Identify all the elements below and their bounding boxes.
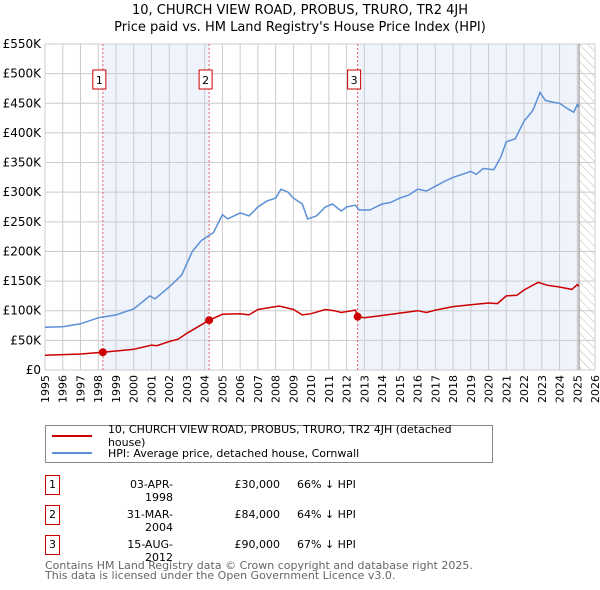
sale-price: £84,000 — [234, 508, 281, 521]
sale-price: £90,000 — [234, 538, 281, 551]
x-tick-label: 2021 — [500, 375, 513, 403]
x-tick-label: 1995 — [39, 375, 52, 403]
sale-point — [98, 348, 107, 357]
x-tick-label: 2022 — [518, 375, 531, 403]
sale-marker-badge: 2 — [45, 505, 60, 525]
x-tick-label: 2009 — [287, 375, 300, 403]
x-tick-label: 2016 — [412, 375, 425, 403]
sale-hpi-diff: 64% ↓ HPI — [297, 508, 356, 521]
chart-subtitle: Price paid vs. HM Land Registry's House … — [114, 20, 486, 35]
sale-marker-number: 2 — [202, 74, 209, 87]
x-tick-label: 2013 — [358, 375, 371, 403]
x-tick-label: 2026 — [589, 375, 600, 403]
y-tick-label: £150K — [3, 274, 43, 288]
y-tick-label: £100K — [3, 304, 43, 318]
x-tick-label: 2012 — [341, 375, 354, 403]
y-tick-label: £450K — [3, 96, 43, 110]
x-tick-label: 1999 — [110, 375, 123, 403]
y-tick-label: £300K — [3, 185, 43, 199]
y-tick-label: £0 — [26, 363, 41, 377]
y-tick-label: £500K — [3, 67, 43, 81]
sale-price: £30,000 — [234, 478, 281, 491]
y-tick-label: £400K — [3, 126, 43, 140]
legend-label-property: 10, CHURCH VIEW ROAD, PROBUS, TRURO, TR2… — [107, 423, 452, 449]
x-tick-label: 2002 — [163, 375, 176, 403]
legend-label-hpi: HPI: Average price, detached house, Corn… — [108, 446, 360, 460]
sale-marker-box — [198, 69, 213, 90]
forecast-hatch — [579, 44, 595, 370]
sale-point — [205, 316, 214, 325]
x-tick-label: 2007 — [252, 375, 265, 403]
x-tick-label: 2017 — [429, 375, 442, 403]
sale-row: 1 03-APR-1998 £30,000 66% ↓ HPI — [45, 475, 505, 504]
chart-title: 10, CHURCH VIEW ROAD, PROBUS, TRURO, TR2… — [131, 3, 468, 18]
sale-marker-box — [92, 69, 107, 90]
sale-marker-box — [347, 69, 362, 90]
x-tick-label: 1996 — [57, 375, 70, 403]
y-tick-label: £350K — [3, 156, 43, 170]
x-tick-label: 2019 — [465, 375, 478, 403]
x-tick-label: 2003 — [181, 375, 194, 403]
sale-marker-number: 1 — [96, 74, 103, 87]
x-tick-label: 2024 — [554, 375, 567, 403]
sale-hpi-diff: 67% ↓ HPI — [297, 538, 356, 551]
x-tick-label: 2004 — [199, 375, 212, 403]
x-tick-label: 2025 — [571, 375, 584, 403]
x-tick-label: 2018 — [447, 375, 460, 403]
y-tick-label: £50K — [10, 333, 42, 347]
x-tick-label: 1997 — [74, 375, 87, 403]
y-tick-label: £250K — [3, 215, 43, 229]
sale-marker-number: 3 — [351, 74, 358, 87]
x-tick-label: 1998 — [92, 375, 105, 403]
x-tick-label: 2011 — [323, 375, 336, 403]
x-tick-label: 2023 — [536, 375, 549, 403]
property-price-line — [44, 281, 580, 356]
sale-row: 3 15-AUG-2012 £90,000 67% ↓ HPI — [45, 535, 505, 564]
sale-date: 03-APR-1998 — [129, 478, 173, 504]
shaded-period — [102, 44, 210, 370]
x-tick-label: 2014 — [376, 375, 389, 403]
x-tick-label: 2020 — [483, 375, 496, 403]
footer-licence: This data is licensed under the Open Gov… — [45, 569, 396, 582]
x-tick-label: 2000 — [128, 375, 141, 403]
sale-marker-badge: 1 — [45, 475, 60, 495]
x-tick-label: 2006 — [234, 375, 247, 403]
y-tick-label: £200K — [3, 244, 43, 258]
x-tick-label: 2010 — [305, 375, 318, 403]
shaded-period — [357, 44, 580, 370]
y-tick-label: £550K — [3, 37, 43, 51]
sale-date: 15-AUG-2012 — [127, 538, 173, 564]
legend: 10, CHURCH VIEW ROAD, PROBUS, TRURO, TR2… — [45, 423, 493, 463]
x-tick-label: 2015 — [394, 375, 407, 403]
hpi-line — [44, 91, 580, 329]
x-tick-label: 2005 — [216, 375, 229, 403]
sale-date: 31-MAR-2004 — [126, 508, 173, 534]
footer: Contains HM Land Registry data © Crown c… — [45, 559, 473, 582]
legend-swatch-property — [52, 435, 92, 437]
x-tick-label: 2008 — [270, 375, 283, 403]
footer-copyright: Contains HM Land Registry data © Crown c… — [45, 559, 473, 572]
sale-marker-badge: 3 — [45, 535, 60, 555]
sale-point — [353, 312, 362, 321]
x-tick-label: 2001 — [145, 375, 158, 403]
sale-hpi-diff: 66% ↓ HPI — [297, 478, 356, 491]
sale-row: 2 31-MAR-2004 £84,000 64% ↓ HPI — [45, 505, 505, 534]
price-chart: 1995 1996 1997 1998 1999 2000 2001 2002 2003 2004… — [3, 37, 600, 403]
legend-swatch-hpi — [52, 452, 92, 454]
